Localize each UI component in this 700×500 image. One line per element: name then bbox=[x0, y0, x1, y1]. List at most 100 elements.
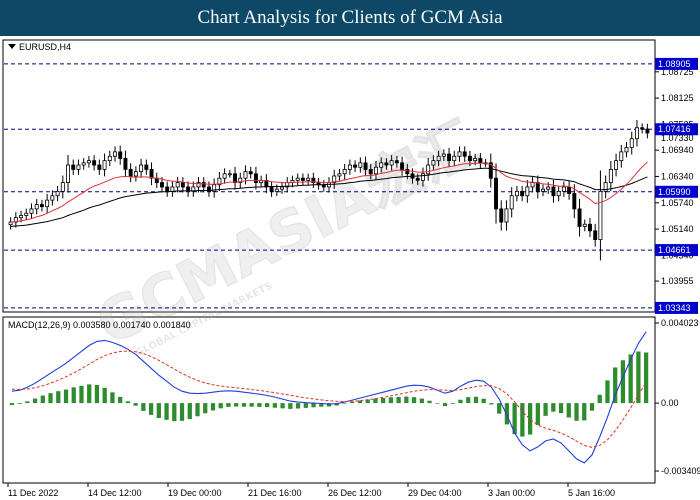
candle-body bbox=[525, 186, 530, 197]
candle-body bbox=[342, 169, 347, 175]
chart-area: GCMASIA宏汇 GLOBAL CAPITAL MARKETS 1.08725… bbox=[2, 39, 700, 498]
macd-signal-line bbox=[11, 350, 647, 448]
time-axis: 11 Dec 2022 14 Dec 12:00 19 Dec 00:00 21 De… bbox=[7, 483, 615, 498]
candle-body bbox=[488, 162, 493, 179]
level-price-tag bbox=[655, 123, 698, 136]
candle-body bbox=[347, 164, 352, 170]
candle-body bbox=[358, 162, 363, 168]
candle-body bbox=[478, 158, 483, 164]
candle-body bbox=[128, 169, 133, 177]
time-tick-label: 5 Jan 16:00 bbox=[568, 488, 615, 498]
time-tick-label: 29 Dec 04:00 bbox=[408, 488, 462, 498]
candle-body bbox=[499, 208, 504, 223]
candle-body bbox=[45, 199, 50, 208]
candle-body bbox=[535, 182, 540, 192]
candle-body bbox=[509, 195, 514, 210]
price-panel-frame bbox=[2, 39, 656, 313]
candle-body bbox=[452, 155, 457, 162]
candle-body bbox=[368, 169, 373, 175]
candle-body bbox=[462, 151, 467, 157]
candle-body bbox=[400, 162, 405, 170]
candle-body bbox=[405, 169, 410, 175]
time-tick-label: 3 Jan 00:00 bbox=[488, 488, 535, 498]
price-tick-label: 1.08125 bbox=[661, 93, 694, 103]
candle-body bbox=[567, 186, 572, 194]
candle-body bbox=[102, 160, 107, 170]
candle-body bbox=[81, 162, 86, 166]
time-tick-label: 11 Dec 2022 bbox=[8, 488, 58, 498]
candle-body bbox=[541, 188, 545, 192]
candle-body bbox=[473, 158, 478, 162]
candle-body bbox=[160, 182, 164, 188]
candle-body bbox=[66, 164, 70, 183]
candle-body bbox=[598, 190, 603, 241]
time-tick-label: 14 Dec 12:00 bbox=[88, 488, 142, 498]
candle-body bbox=[556, 190, 561, 197]
candle-body bbox=[243, 171, 248, 179]
symbol-label: EURUSD,H4 bbox=[19, 42, 71, 52]
candle-body bbox=[504, 208, 509, 223]
candle-body bbox=[447, 153, 452, 162]
candle-body bbox=[551, 186, 556, 197]
time-tick-label: 21 Dec 16:00 bbox=[248, 488, 302, 498]
candle-body bbox=[238, 177, 243, 183]
level-price-label: 1.08905 bbox=[658, 59, 691, 69]
macd-tick-label: 0.004023 bbox=[661, 318, 699, 328]
macd-tick-label: 0.00 bbox=[661, 398, 679, 408]
candle-body bbox=[97, 164, 102, 170]
candle-body bbox=[561, 186, 566, 192]
candle-body bbox=[306, 177, 311, 181]
level-price-label: 1.07416 bbox=[658, 124, 691, 134]
time-tick-label: 26 Dec 12:00 bbox=[328, 488, 382, 498]
candle-body bbox=[300, 177, 305, 181]
candlestick-series bbox=[8, 119, 650, 261]
candle-body bbox=[608, 169, 613, 183]
candle-body bbox=[467, 155, 472, 162]
candle-body bbox=[572, 193, 577, 210]
candle-body bbox=[394, 160, 399, 164]
candle-body bbox=[165, 186, 170, 192]
candle-body bbox=[86, 160, 91, 164]
dropdown-triangle-icon bbox=[8, 44, 16, 49]
candle-body bbox=[280, 186, 284, 190]
chart-header-title: Chart Analysis for Clients of GCM Asia bbox=[0, 0, 700, 36]
candle-body bbox=[206, 186, 211, 192]
candle-body bbox=[196, 182, 201, 188]
price-tick-label: 1.06340 bbox=[661, 171, 694, 181]
macd-tick-label: -0.003409 bbox=[661, 466, 700, 476]
level-price-label: 1.05990 bbox=[658, 187, 691, 197]
candle-body bbox=[379, 162, 384, 168]
price-tick-label: 1.03955 bbox=[661, 276, 694, 286]
candle-body bbox=[133, 171, 138, 177]
candle-body bbox=[274, 188, 279, 192]
candle-body bbox=[582, 223, 587, 227]
macd-panel-frame bbox=[2, 316, 656, 484]
current-price-label: 1.07330 bbox=[661, 133, 694, 143]
candle-body bbox=[34, 204, 39, 210]
candle-body bbox=[384, 162, 389, 166]
candle-body bbox=[588, 223, 592, 232]
candle-body bbox=[624, 147, 629, 153]
candle-body bbox=[55, 190, 60, 197]
price-tick-label: 1.06940 bbox=[661, 145, 694, 155]
moving-average-slow-line bbox=[10, 167, 648, 227]
level-price-tag bbox=[655, 57, 698, 70]
candle-body bbox=[332, 175, 337, 183]
candle-body bbox=[441, 153, 446, 157]
candle-body bbox=[92, 160, 97, 166]
price-tick-label: 1.05740 bbox=[661, 198, 694, 208]
price-tick-label: 1.08725 bbox=[661, 67, 694, 77]
moving-average-fast-line bbox=[10, 161, 648, 223]
candle-body bbox=[113, 151, 117, 157]
candle-body bbox=[436, 155, 441, 162]
candle-body bbox=[530, 182, 535, 188]
macd-line bbox=[11, 331, 647, 464]
candle-body bbox=[149, 169, 154, 179]
candle-body bbox=[614, 160, 619, 170]
candle-body bbox=[514, 190, 519, 197]
candle-body bbox=[253, 173, 258, 183]
candle-body bbox=[107, 155, 112, 162]
level-price-tag bbox=[655, 244, 698, 257]
price-chart-label: EURUSD,H4 bbox=[8, 42, 71, 52]
candle-body bbox=[29, 208, 34, 214]
